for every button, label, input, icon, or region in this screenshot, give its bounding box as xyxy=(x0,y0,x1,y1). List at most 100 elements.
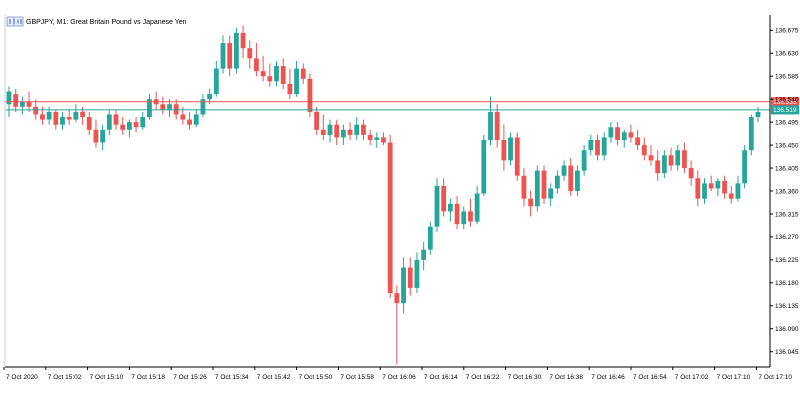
candle[interactable] xyxy=(722,175,727,199)
candle[interactable] xyxy=(682,142,687,174)
candle[interactable] xyxy=(454,196,460,230)
candle[interactable] xyxy=(434,178,440,232)
candle[interactable] xyxy=(648,145,654,166)
candle[interactable] xyxy=(233,27,239,74)
candle[interactable] xyxy=(635,129,641,151)
candle[interactable] xyxy=(407,257,413,296)
candle[interactable] xyxy=(133,117,139,133)
candle[interactable] xyxy=(274,60,279,87)
candle[interactable] xyxy=(715,178,721,197)
candle[interactable] xyxy=(247,40,253,69)
candle[interactable] xyxy=(280,58,286,89)
candle[interactable] xyxy=(474,185,480,225)
candle[interactable] xyxy=(521,168,527,207)
candle[interactable] xyxy=(421,242,427,271)
candle[interactable] xyxy=(668,147,674,171)
candle[interactable] xyxy=(287,68,293,100)
candle[interactable] xyxy=(588,134,594,156)
candle[interactable] xyxy=(688,160,694,186)
candle[interactable] xyxy=(655,150,661,181)
candle[interactable] xyxy=(728,185,734,204)
candle[interactable] xyxy=(494,104,500,148)
candle[interactable] xyxy=(661,150,667,179)
candle[interactable] xyxy=(60,111,65,130)
candle[interactable] xyxy=(381,132,386,146)
candle[interactable] xyxy=(160,96,166,115)
candle[interactable] xyxy=(307,73,313,118)
candle[interactable] xyxy=(320,114,326,140)
candle[interactable] xyxy=(628,124,634,143)
candle[interactable] xyxy=(401,257,406,314)
candle[interactable] xyxy=(514,132,520,181)
candle[interactable] xyxy=(414,252,420,294)
candle[interactable] xyxy=(548,183,554,207)
candle[interactable] xyxy=(534,165,540,212)
candle[interactable] xyxy=(220,35,226,74)
candle[interactable] xyxy=(254,43,259,77)
candle[interactable] xyxy=(695,170,701,207)
candle[interactable] xyxy=(554,170,560,194)
candle[interactable] xyxy=(581,145,587,176)
candle[interactable] xyxy=(53,109,59,130)
candle[interactable] xyxy=(508,132,513,166)
candle[interactable] xyxy=(394,285,400,365)
candle[interactable] xyxy=(193,109,199,128)
candle[interactable] xyxy=(755,106,761,123)
candle[interactable] xyxy=(260,55,266,82)
candle[interactable] xyxy=(748,114,754,156)
candle[interactable] xyxy=(213,60,219,97)
candle[interactable] xyxy=(294,60,299,97)
candle[interactable] xyxy=(19,96,25,115)
candle[interactable] xyxy=(441,178,447,217)
candle[interactable] xyxy=(13,88,19,112)
candle[interactable] xyxy=(481,134,487,197)
candle[interactable] xyxy=(367,129,373,146)
candle[interactable] xyxy=(641,137,647,161)
candle[interactable] xyxy=(575,165,580,197)
candle[interactable] xyxy=(675,145,681,171)
candle[interactable] xyxy=(735,175,741,202)
candle[interactable] xyxy=(361,119,366,140)
candle[interactable] xyxy=(568,157,574,197)
candle[interactable] xyxy=(86,111,92,135)
candle[interactable] xyxy=(374,132,380,148)
candle[interactable] xyxy=(240,25,246,59)
candle[interactable] xyxy=(147,94,152,120)
candle[interactable] xyxy=(461,206,467,230)
candle[interactable] xyxy=(187,111,192,130)
candle[interactable] xyxy=(334,119,340,146)
candle[interactable] xyxy=(66,109,72,125)
candle[interactable] xyxy=(200,94,206,118)
candle[interactable] xyxy=(153,91,159,110)
plot-area[interactable] xyxy=(6,25,761,365)
candle[interactable] xyxy=(742,145,748,189)
candle[interactable] xyxy=(387,134,393,299)
candle[interactable] xyxy=(327,119,333,143)
candle[interactable] xyxy=(541,165,547,204)
candle[interactable] xyxy=(126,119,132,138)
candle[interactable] xyxy=(340,124,346,146)
candle[interactable] xyxy=(615,122,620,146)
candle[interactable] xyxy=(708,175,714,191)
candle[interactable] xyxy=(347,122,353,140)
candle[interactable] xyxy=(314,106,320,135)
candle[interactable] xyxy=(33,99,39,120)
candle[interactable] xyxy=(140,111,146,130)
candle[interactable] xyxy=(608,122,614,143)
candle[interactable] xyxy=(601,132,607,161)
candle[interactable] xyxy=(488,96,493,146)
candle[interactable] xyxy=(354,117,360,140)
candle[interactable] xyxy=(73,104,79,123)
candle[interactable] xyxy=(113,109,119,130)
candle[interactable] xyxy=(227,35,233,77)
candle[interactable] xyxy=(106,109,112,135)
candle[interactable] xyxy=(120,117,126,135)
candle[interactable] xyxy=(595,134,600,161)
candle[interactable] xyxy=(447,198,453,222)
candle[interactable] xyxy=(561,160,567,181)
candle[interactable] xyxy=(300,63,306,84)
candle[interactable] xyxy=(702,178,707,204)
candle[interactable] xyxy=(621,129,627,148)
candle[interactable] xyxy=(427,221,433,255)
